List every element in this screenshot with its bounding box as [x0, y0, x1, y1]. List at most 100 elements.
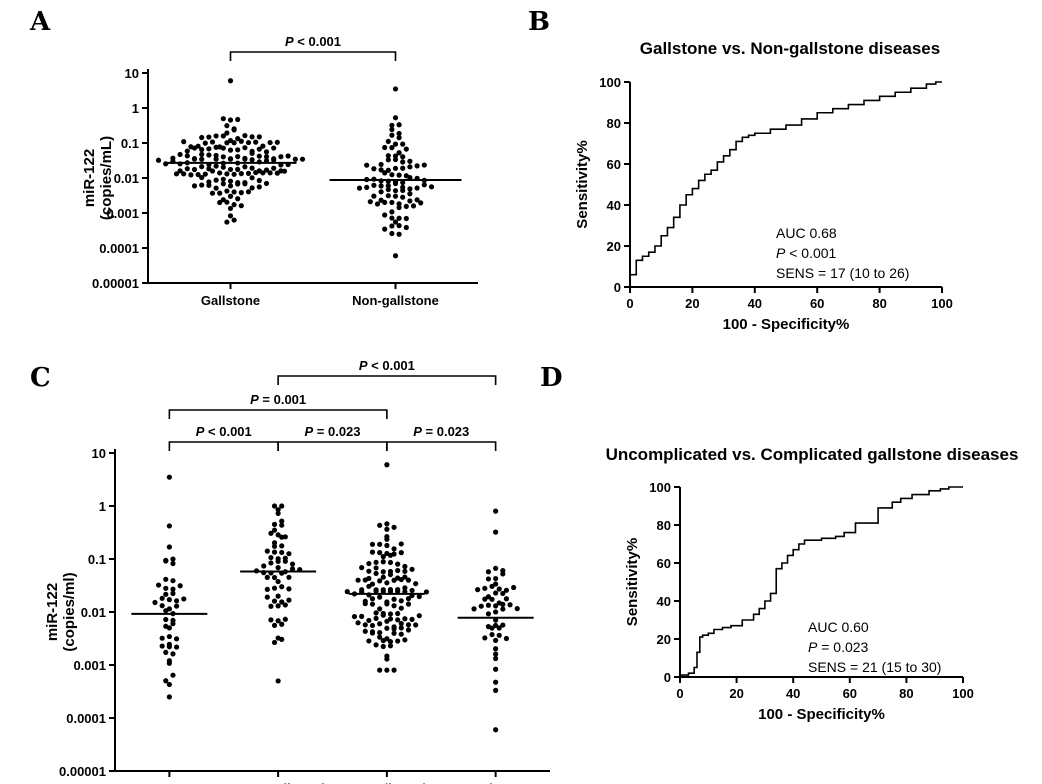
data-point: [380, 574, 386, 580]
data-point: [289, 561, 296, 567]
data-point: [482, 635, 488, 641]
data-point: [489, 596, 495, 602]
data-point: [184, 148, 190, 154]
data-point: [227, 183, 234, 189]
data-point: [369, 596, 376, 602]
data-point: [373, 615, 379, 621]
data-point: [374, 201, 381, 207]
data-point: [199, 151, 205, 157]
data-point: [286, 597, 292, 603]
data-point: [382, 212, 388, 218]
data-point: [362, 628, 368, 634]
data-point: [231, 171, 237, 177]
data-point: [166, 597, 172, 603]
y-tick-label: 0.00001: [92, 276, 139, 291]
roc-curve: [679, 486, 963, 677]
data-point: [380, 643, 386, 650]
data-point: [235, 135, 241, 142]
data-point: [496, 586, 502, 592]
data-point: [366, 638, 372, 644]
data-point: [285, 153, 291, 159]
data-point: [402, 568, 408, 574]
data-point: [391, 577, 397, 583]
data-point: [366, 568, 372, 574]
data-point: [396, 215, 402, 221]
data-point: [279, 599, 285, 605]
chart-title: Gallstone vs. Non-gallstone diseases: [640, 39, 940, 58]
data-point: [220, 181, 226, 187]
data-point: [493, 603, 499, 609]
data-point: [199, 134, 205, 141]
data-point: [213, 133, 219, 139]
data-point: [389, 122, 395, 128]
data-point: [263, 180, 270, 187]
data-point: [355, 620, 361, 626]
data-point: [389, 230, 395, 237]
y-tick-label: 0.01: [114, 171, 139, 186]
data-point: [152, 599, 158, 606]
chart-title: Uncomplicated vs. Complicated gallstone …: [606, 445, 1019, 464]
data-point: [279, 534, 285, 540]
data-point: [170, 590, 176, 597]
data-point: [235, 166, 241, 172]
data-point: [405, 577, 412, 583]
data-point: [500, 571, 506, 577]
data-point: [398, 576, 404, 583]
data-point: [380, 559, 386, 565]
chart-b-roc: Gallstone vs. Non-gallstone diseases 0 20 4…: [574, 39, 953, 333]
data-point: [493, 529, 499, 535]
data-point: [489, 583, 495, 589]
x-tick-label: Gallstone: [201, 293, 260, 308]
y-tick-label: 40: [657, 594, 671, 609]
data-point: [267, 170, 273, 176]
data-point: [271, 165, 277, 171]
data-point: [500, 606, 506, 612]
data-point: [256, 184, 262, 190]
data-point: [377, 522, 383, 528]
data-point: [387, 571, 394, 578]
y-tick-label: 0.0001: [99, 241, 139, 256]
data-point: [377, 629, 383, 636]
data-point: [403, 146, 409, 152]
significance-bracket: [277, 441, 388, 451]
data-point: [166, 474, 172, 480]
data-point: [264, 574, 270, 580]
x-tick-label: 0: [626, 296, 633, 311]
data-point: [264, 548, 270, 554]
data-point: [173, 644, 180, 650]
data-point: [392, 193, 399, 199]
data-point: [275, 578, 281, 585]
data-point: [275, 618, 281, 624]
data-point: [407, 164, 413, 170]
data-point: [378, 161, 384, 168]
data-point: [292, 156, 298, 162]
data-point: [395, 610, 401, 617]
significance-label: P < 0.001: [285, 34, 341, 49]
data-point: [384, 536, 390, 542]
data-point: [238, 171, 244, 177]
data-point: [387, 643, 394, 649]
data-point: [351, 613, 358, 620]
y-tick-label: 0: [664, 670, 671, 685]
data-point: [421, 182, 427, 188]
data-point: [173, 598, 180, 604]
y-tick-label: 0.0001: [66, 711, 106, 726]
data-point: [387, 611, 394, 617]
data-point: [398, 605, 404, 611]
data-point: [407, 174, 413, 181]
data-point: [275, 510, 281, 517]
data-point: [377, 606, 383, 612]
x-tick-label: 0: [676, 686, 683, 701]
data-point: [206, 134, 212, 140]
data-point: [231, 217, 237, 223]
data-point: [263, 153, 270, 160]
data-point: [367, 199, 373, 205]
data-point: [377, 550, 383, 556]
data-point: [279, 543, 285, 549]
data-point: [170, 651, 176, 657]
data-point: [213, 144, 219, 150]
data-point: [369, 630, 376, 636]
data-point: [213, 152, 219, 159]
data-point: [268, 554, 274, 561]
data-point: [380, 588, 386, 595]
